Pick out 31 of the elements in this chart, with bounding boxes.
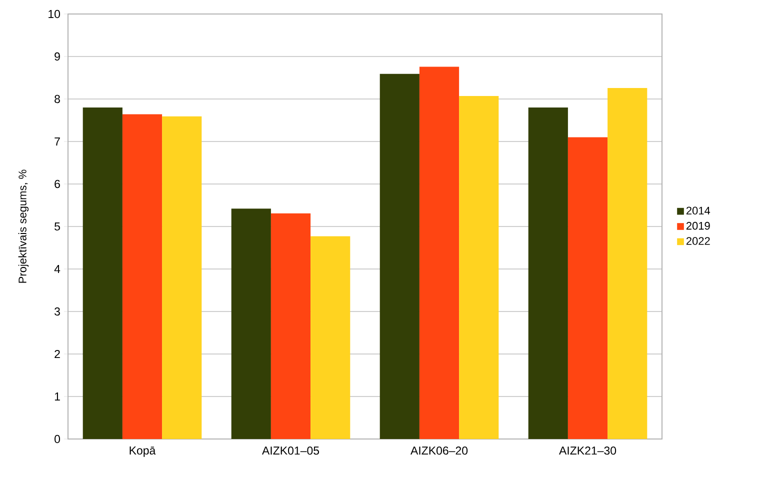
x-tick-label: Kopā bbox=[130, 446, 156, 457]
bar bbox=[608, 88, 648, 439]
y-tick-label: 7 bbox=[54, 138, 60, 146]
y-tick-label: 5 bbox=[54, 222, 60, 231]
bar bbox=[270, 213, 311, 439]
y-axis-title: Projektīvais segums, % bbox=[18, 170, 29, 283]
bar bbox=[162, 116, 202, 439]
y-tick-label: 0 bbox=[54, 434, 60, 444]
bar bbox=[568, 137, 608, 439]
x-tick-label: AIZK01–05 bbox=[262, 446, 320, 455]
y-tick-label: 8 bbox=[54, 94, 60, 104]
y-tick-label: 4 bbox=[54, 265, 60, 273]
bar bbox=[419, 66, 460, 439]
bar bbox=[82, 108, 122, 439]
bar bbox=[231, 208, 271, 439]
bar bbox=[310, 236, 350, 439]
legend-label: 2019 bbox=[686, 222, 710, 230]
bar bbox=[459, 96, 499, 439]
y-tick-label: 10 bbox=[48, 10, 60, 18]
x-tick-label: AIZK21–30 bbox=[559, 446, 616, 455]
bar bbox=[380, 74, 420, 439]
y-tick-label: 9 bbox=[54, 52, 60, 61]
bar bbox=[528, 108, 568, 439]
legend-label: 2014 bbox=[686, 206, 710, 215]
y-tick-label: 3 bbox=[54, 307, 60, 316]
x-tick-label: AIZK06–20 bbox=[410, 446, 468, 455]
bar bbox=[122, 114, 162, 439]
y-tick-label: 6 bbox=[54, 180, 60, 188]
legend-label: 2022 bbox=[686, 237, 710, 245]
y-tick-label: 1 bbox=[54, 392, 60, 400]
y-tick-label: 2 bbox=[54, 350, 60, 358]
